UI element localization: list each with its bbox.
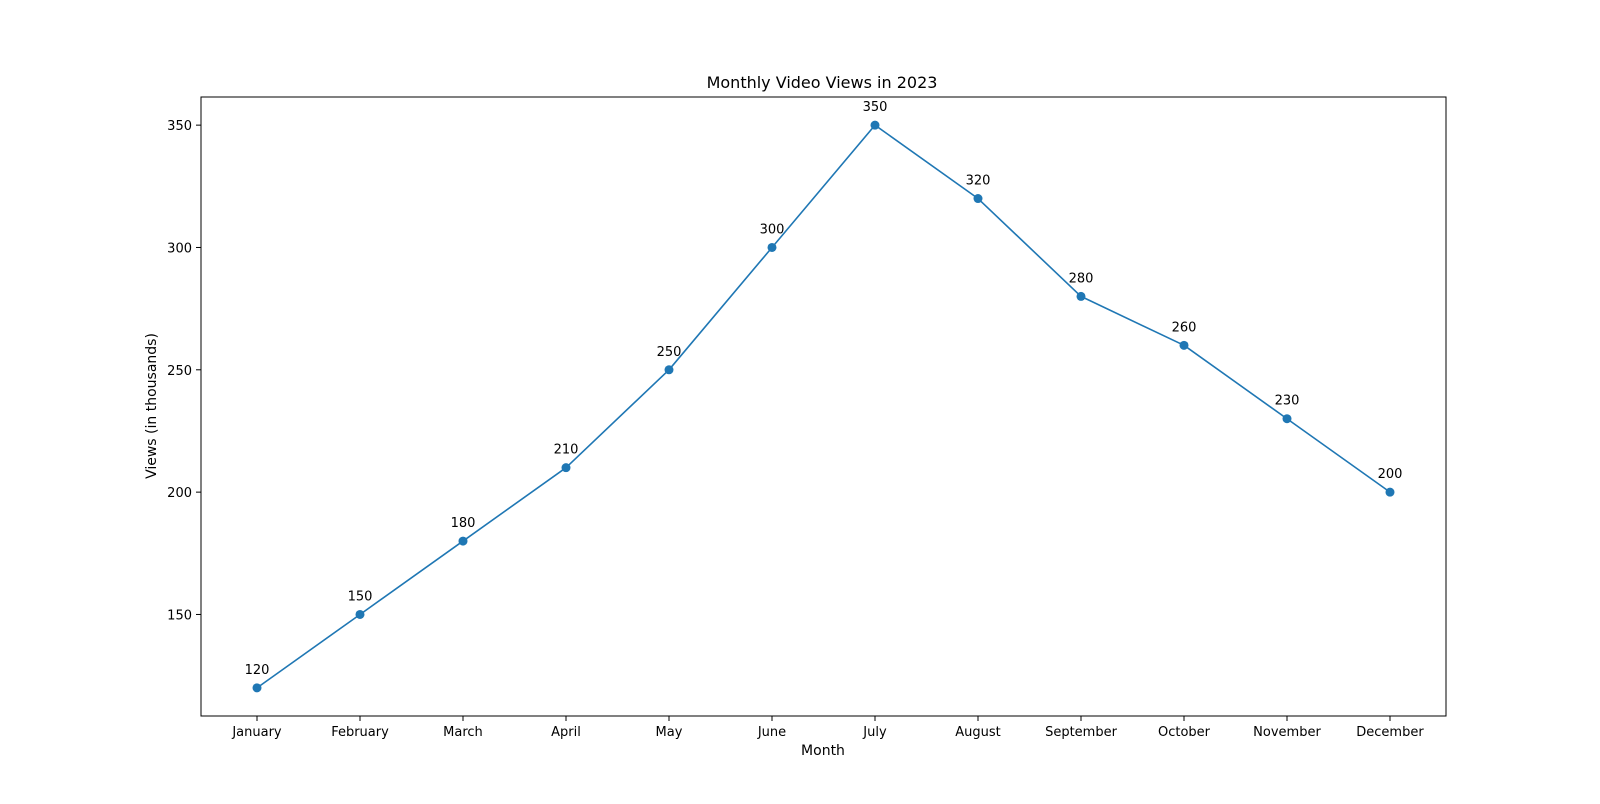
x-tick-label: June	[757, 725, 786, 740]
data-point	[355, 609, 365, 619]
x-tick-label: January	[231, 725, 282, 740]
data-label: 320	[966, 174, 991, 189]
series-line	[256, 124, 1391, 689]
data-point	[252, 683, 262, 693]
data-point	[1179, 340, 1189, 350]
x-tick-label: September	[1045, 725, 1118, 740]
data-point	[1282, 414, 1292, 424]
x-tick-label: December	[1356, 725, 1424, 740]
data-point	[561, 463, 571, 473]
data-label: 350	[863, 100, 888, 115]
data-point	[870, 120, 880, 130]
y-tick-label: 300	[167, 241, 192, 256]
y-axis-label: Views (in thousands)	[144, 333, 160, 479]
x-tick-label: October	[1158, 725, 1211, 740]
data-label: 300	[760, 222, 785, 237]
y-tick-label: 350	[167, 119, 192, 134]
data-label: 200	[1378, 467, 1403, 482]
data-label: 180	[451, 516, 476, 531]
data-label: 150	[348, 589, 373, 604]
data-point	[1385, 487, 1395, 497]
data-label: 120	[245, 663, 270, 678]
x-axis-label: Month	[801, 743, 845, 759]
plot-frame	[200, 96, 1447, 717]
plot-area: January February March April May June July Augu…	[167, 100, 1424, 740]
data-point	[664, 365, 674, 375]
x-tick-label: April	[551, 725, 581, 740]
y-tick-label: 150	[167, 608, 192, 623]
data-label: 280	[1069, 271, 1094, 286]
chart-title: Monthly Video Views in 2023	[707, 73, 938, 92]
data-point	[458, 536, 468, 546]
x-tick-label: November	[1253, 725, 1321, 740]
x-tick-label: July	[862, 725, 887, 740]
y-tick-label: 200	[167, 486, 192, 501]
x-tick-label: August	[955, 725, 1001, 740]
x-tick-label: February	[331, 725, 389, 740]
x-tick-label: March	[443, 725, 483, 740]
y-tick-label: 250	[167, 364, 192, 379]
x-tick-label: May	[656, 725, 683, 740]
data-label: 230	[1275, 394, 1300, 409]
data-label: 260	[1172, 320, 1197, 335]
data-label: 210	[554, 443, 579, 458]
data-point	[767, 242, 777, 252]
data-label: 250	[657, 345, 682, 360]
data-point	[1076, 291, 1086, 301]
data-point	[973, 194, 983, 204]
